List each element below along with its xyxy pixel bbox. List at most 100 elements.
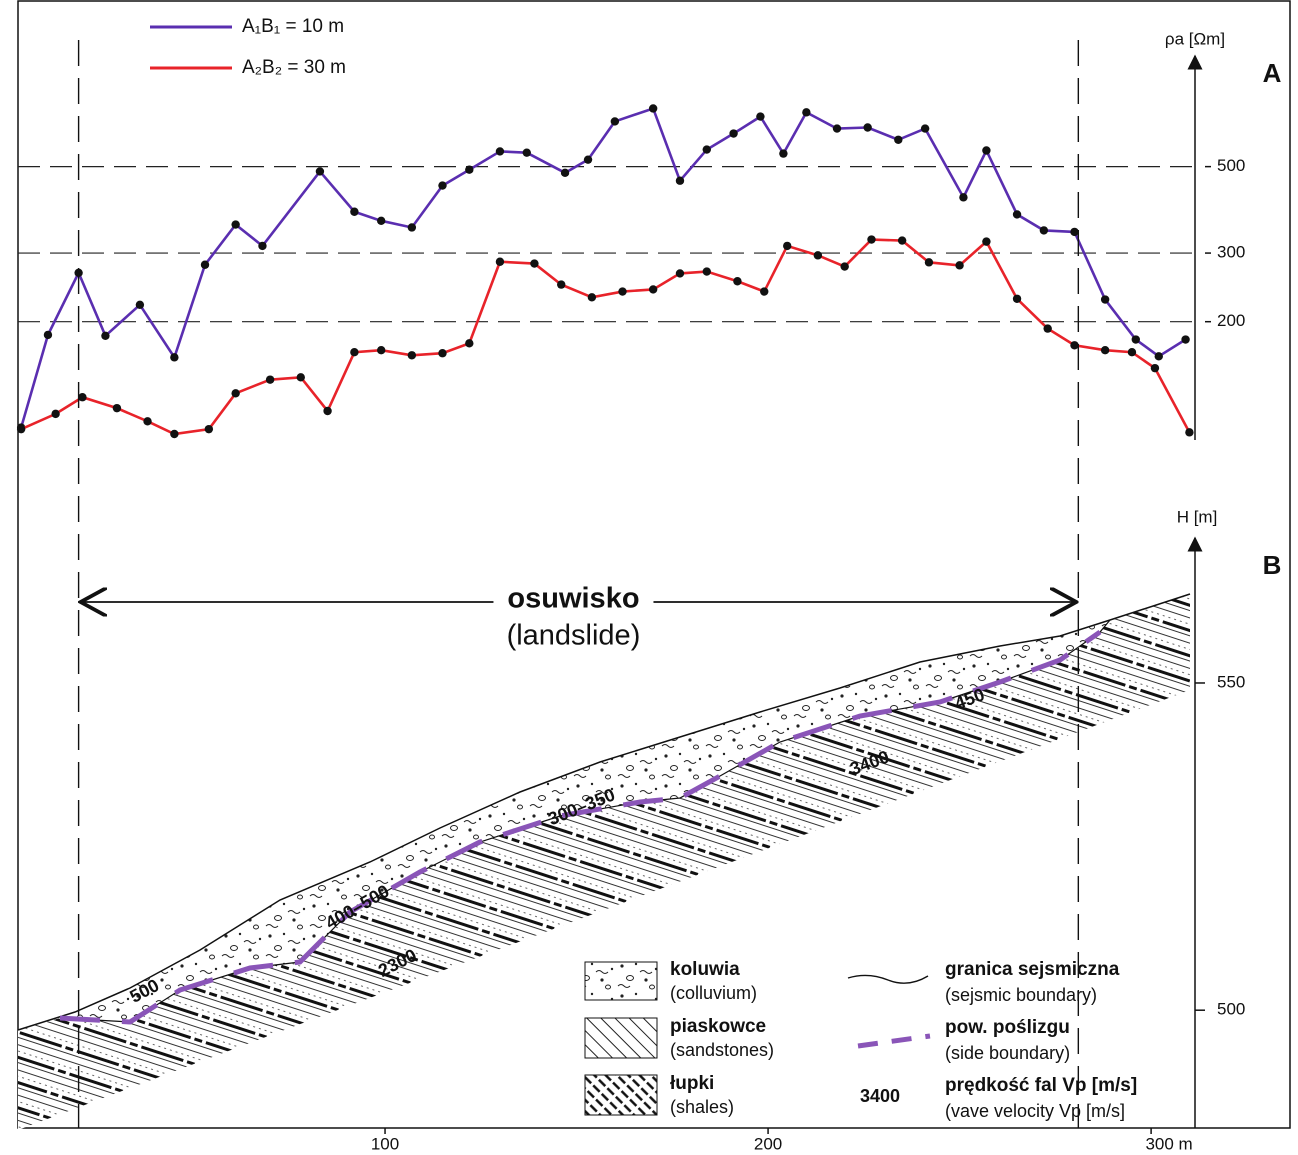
data-point — [733, 277, 741, 285]
data-point — [1040, 226, 1048, 234]
data-point — [316, 167, 324, 175]
data-point — [779, 149, 787, 157]
data-point — [921, 124, 929, 132]
panel-label: B — [1263, 550, 1282, 580]
y-tick-label: 200 — [1217, 311, 1245, 330]
legend-sublabel: (vave velocity Vp [m/s] — [945, 1101, 1125, 1121]
y-axis-title: ρa [Ωm] — [1165, 29, 1225, 48]
data-point — [205, 425, 213, 433]
data-point — [17, 425, 25, 433]
legend-sublabel: (sandstones) — [670, 1040, 774, 1060]
data-point — [438, 181, 446, 189]
data-point — [611, 117, 619, 125]
x-tick-label: 300 m — [1145, 1134, 1192, 1153]
data-point — [143, 417, 151, 425]
data-point — [760, 287, 768, 295]
data-point — [676, 177, 684, 185]
data-point — [170, 353, 178, 361]
data-point — [231, 220, 239, 228]
section-legend: koluwia (colluvium) piaskowce (sandstone… — [585, 959, 1137, 1121]
legend-label: pow. poślizgu — [945, 1017, 1070, 1038]
data-point — [783, 242, 791, 250]
series-line — [21, 108, 1185, 427]
legend-label: koluwia — [670, 959, 740, 980]
data-point — [350, 208, 358, 216]
data-point — [266, 375, 274, 383]
data-point — [201, 261, 209, 269]
data-point — [408, 223, 416, 231]
legend-label: prędkość fal Vp [m/s] — [945, 1075, 1137, 1096]
legend-symbol — [858, 1036, 930, 1046]
data-point — [530, 259, 538, 267]
data-point — [840, 262, 848, 270]
data-point — [465, 165, 473, 173]
data-point — [170, 430, 178, 438]
data-point — [756, 112, 764, 120]
data-point — [408, 351, 416, 359]
y-axis-title: H [m] — [1177, 507, 1218, 526]
data-point — [136, 301, 144, 309]
data-point — [523, 148, 531, 156]
data-point — [438, 349, 446, 357]
data-point — [955, 261, 963, 269]
y-tick-label: 300 — [1217, 243, 1245, 262]
legend-label: łupki — [670, 1073, 714, 1094]
data-point — [729, 129, 737, 137]
legend-swatch — [585, 962, 657, 1000]
y-tick-label: 500 — [1217, 156, 1245, 175]
data-point — [1132, 335, 1140, 343]
data-point — [323, 407, 331, 415]
data-point — [350, 348, 358, 356]
data-point — [231, 389, 239, 397]
data-point — [863, 123, 871, 131]
data-point — [297, 373, 305, 381]
data-point — [959, 193, 967, 201]
data-point — [703, 267, 711, 275]
data-point — [78, 393, 86, 401]
legend-label: A₂B₂ = 30 m — [242, 57, 346, 78]
data-point — [1128, 348, 1136, 356]
data-point — [1070, 341, 1078, 349]
data-point — [833, 124, 841, 132]
data-point — [561, 169, 569, 177]
data-point — [584, 155, 592, 163]
data-point — [982, 237, 990, 245]
data-point — [982, 146, 990, 154]
legend-label: A₁B₁ = 10 m — [242, 16, 344, 37]
legend-sublabel: (colluvium) — [670, 983, 757, 1003]
landslide-title: osuwisko — [507, 583, 639, 615]
data-point — [113, 404, 121, 412]
data-point — [496, 258, 504, 266]
data-point — [557, 280, 565, 288]
data-point — [703, 145, 711, 153]
legend-sublabel: (sejsmic boundary) — [945, 985, 1097, 1005]
legend-label: granica sejsmiczna — [945, 959, 1120, 980]
x-tick-label: 100 — [371, 1134, 399, 1153]
data-point — [377, 217, 385, 225]
x-tick-label: 200 — [754, 1134, 782, 1153]
panel-label: A — [1263, 58, 1282, 88]
data-point — [51, 410, 59, 418]
y-tick-label: 550 — [1217, 672, 1245, 691]
legend-sublabel: (side boundary) — [945, 1043, 1070, 1063]
data-point — [1101, 295, 1109, 303]
y-tick-label: 500 — [1217, 1000, 1245, 1019]
data-point — [258, 242, 266, 250]
legend-symbol — [848, 975, 928, 983]
data-point — [1013, 295, 1021, 303]
data-point — [588, 293, 596, 301]
data-point — [1185, 428, 1193, 436]
figure: koluwia (colluvium) piaskowce (sandstone… — [0, 0, 1298, 1155]
series-line — [21, 240, 1189, 434]
data-point — [1181, 335, 1189, 343]
data-point — [1070, 228, 1078, 236]
data-point — [1151, 364, 1159, 372]
data-point — [1013, 210, 1021, 218]
data-point — [1043, 324, 1051, 332]
data-point — [377, 346, 385, 354]
data-point — [649, 285, 657, 293]
landslide-subtitle: (landslide) — [507, 620, 641, 652]
data-point — [496, 147, 504, 155]
legend-symbol-label: 3400 — [860, 1086, 900, 1106]
data-point — [894, 136, 902, 144]
